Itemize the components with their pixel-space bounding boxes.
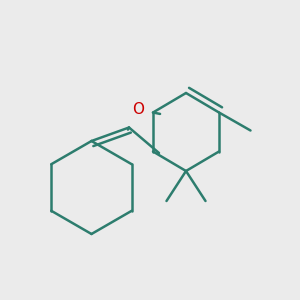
Text: O: O: [132, 102, 144, 117]
